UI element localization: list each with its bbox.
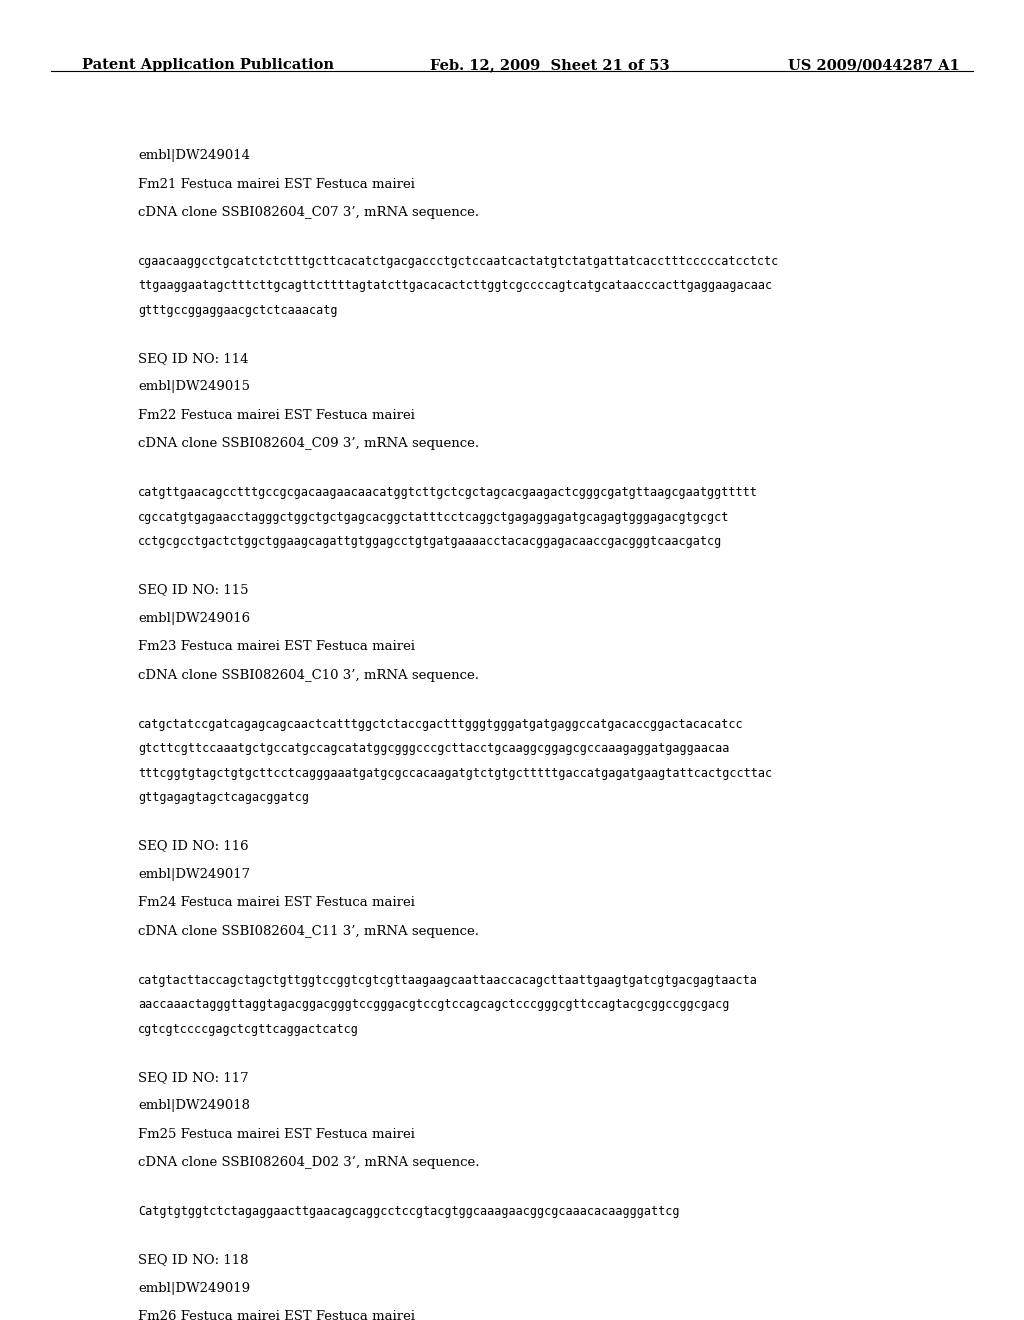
Text: aaccaaactagggttaggtagacggacgggtccgggacgtccgtccagcagctcccgggcgttccagtacgcggccggcg: aaccaaactagggttaggtagacggacgggtccgggacgt… (138, 998, 730, 1011)
Text: tttcggtgtagctgtgcttcctcagggaaatgatgcgccacaagatgtctgtgctttttgaccatgagatgaagtattca: tttcggtgtagctgtgcttcctcagggaaatgatgcgcca… (138, 767, 772, 780)
Text: catgctatccgatcagagcagcaactcatttggctctaccgactttgggtgggatgatgaggccatgacaccggactaca: catgctatccgatcagagcagcaactcatttggctctacc… (138, 718, 743, 731)
Text: Fm23 Festuca mairei EST Festuca mairei: Fm23 Festuca mairei EST Festuca mairei (138, 640, 416, 653)
Text: embl|DW249017: embl|DW249017 (138, 869, 250, 880)
Text: cgaacaaggcctgcatctctctttgcttcacatctgacgaccctgctccaatcactatgtctatgattatcacctttccc: cgaacaaggcctgcatctctctttgcttcacatctgacga… (138, 255, 779, 268)
Text: Feb. 12, 2009  Sheet 21 of 53: Feb. 12, 2009 Sheet 21 of 53 (430, 58, 670, 73)
Text: SEQ ID NO: 116: SEQ ID NO: 116 (138, 840, 249, 853)
Text: cDNA clone SSBI082604_C10 3’, mRNA sequence.: cDNA clone SSBI082604_C10 3’, mRNA seque… (138, 669, 479, 682)
Text: Fm26 Festuca mairei EST Festuca mairei: Fm26 Festuca mairei EST Festuca mairei (138, 1309, 416, 1320)
Text: gtttgccggaggaacgctctcaaacatg: gtttgccggaggaacgctctcaaacatg (138, 304, 338, 317)
Text: cgtcgtccccgagctcgttcaggactcatcg: cgtcgtccccgagctcgttcaggactcatcg (138, 1023, 359, 1036)
Text: catgtacttaccagctagctgttggtccggtcgtcgttaagaagcaattaaccacagcttaattgaagtgatcgtgacga: catgtacttaccagctagctgttggtccggtcgtcgttaa… (138, 974, 758, 986)
Text: cDNA clone SSBI082604_C09 3’, mRNA sequence.: cDNA clone SSBI082604_C09 3’, mRNA seque… (138, 437, 479, 450)
Text: embl|DW249019: embl|DW249019 (138, 1282, 250, 1295)
Text: Fm25 Festuca mairei EST Festuca mairei: Fm25 Festuca mairei EST Festuca mairei (138, 1127, 415, 1140)
Text: US 2009/0044287 A1: US 2009/0044287 A1 (788, 58, 961, 73)
Text: Patent Application Publication: Patent Application Publication (82, 58, 334, 73)
Text: SEQ ID NO: 115: SEQ ID NO: 115 (138, 583, 249, 597)
Text: Fm21 Festuca mairei EST Festuca mairei: Fm21 Festuca mairei EST Festuca mairei (138, 177, 415, 190)
Text: embl|DW249014: embl|DW249014 (138, 149, 250, 162)
Text: Catgtgtggtctctagaggaacttgaacagcaggcctccgtacgtggcaaagaacggcgcaaacacaagggattcg: Catgtgtggtctctagaggaacttgaacagcaggcctccg… (138, 1205, 680, 1218)
Text: gttgagagtagctcagacggatcg: gttgagagtagctcagacggatcg (138, 792, 309, 804)
Text: SEQ ID NO: 117: SEQ ID NO: 117 (138, 1071, 249, 1084)
Text: Fm22 Festuca mairei EST Festuca mairei: Fm22 Festuca mairei EST Festuca mairei (138, 409, 415, 422)
Text: ttgaaggaatagctttcttgcagttcttttagtatcttgacacactcttggtcgccccagtcatgcataacccacttgag: ttgaaggaatagctttcttgcagttcttttagtatcttga… (138, 280, 772, 292)
Text: embl|DW249016: embl|DW249016 (138, 612, 250, 624)
Text: cctgcgcctgactctggctggaagcagattgtggagcctgtgatgaaaacctacacggagacaaccgacgggtcaacgat: cctgcgcctgactctggctggaagcagattgtggagcctg… (138, 536, 723, 548)
Text: Fm24 Festuca mairei EST Festuca mairei: Fm24 Festuca mairei EST Festuca mairei (138, 896, 415, 909)
Text: gtcttcgttccaaatgctgccatgccagcatatggcgggcccgcttacctgcaaggcggagcgccaaagaggatgaggaa: gtcttcgttccaaatgctgccatgccagcatatggcgggc… (138, 742, 730, 755)
Text: embl|DW249018: embl|DW249018 (138, 1100, 250, 1113)
Text: SEQ ID NO: 118: SEQ ID NO: 118 (138, 1253, 249, 1266)
Text: cDNA clone SSBI082604_D02 3’, mRNA sequence.: cDNA clone SSBI082604_D02 3’, mRNA seque… (138, 1156, 479, 1170)
Text: catgttgaacagcctttgccgcgacaagaacaacatggtcttgctcgctagcacgaagactcgggcgatgttaagcgaat: catgttgaacagcctttgccgcgacaagaacaacatggtc… (138, 486, 758, 499)
Text: embl|DW249015: embl|DW249015 (138, 380, 250, 393)
Text: cgccatgtgagaacctagggctggctgctgagcacggctatttcctcaggctgagaggagatgcagagtgggagacgtgc: cgccatgtgagaacctagggctggctgctgagcacggcta… (138, 511, 730, 524)
Text: cDNA clone SSBI082604_C11 3’, mRNA sequence.: cDNA clone SSBI082604_C11 3’, mRNA seque… (138, 925, 479, 939)
Text: cDNA clone SSBI082604_C07 3’, mRNA sequence.: cDNA clone SSBI082604_C07 3’, mRNA seque… (138, 206, 479, 219)
Text: SEQ ID NO: 114: SEQ ID NO: 114 (138, 352, 249, 364)
